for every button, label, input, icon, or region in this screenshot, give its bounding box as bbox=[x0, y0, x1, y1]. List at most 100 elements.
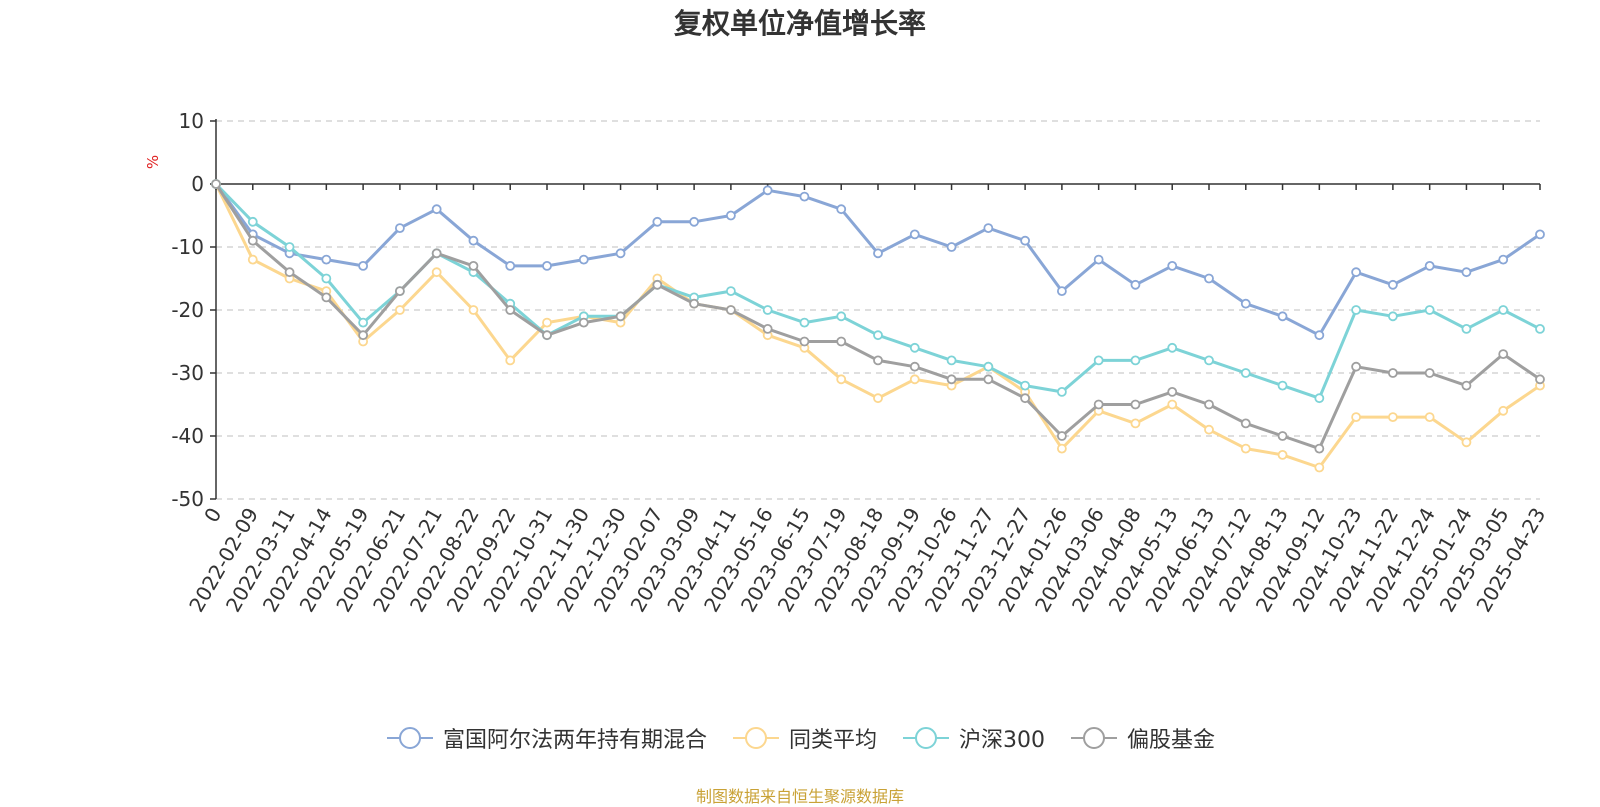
series-point-0 bbox=[1277, 311, 1288, 322]
series-point-3 bbox=[394, 286, 405, 297]
y-tick-label: -10 bbox=[171, 235, 204, 259]
series-point-3 bbox=[652, 279, 663, 290]
series-point-0 bbox=[468, 235, 479, 246]
series-point-0 bbox=[542, 260, 552, 271]
series-point-3 bbox=[615, 311, 626, 322]
series-point-1 bbox=[1277, 449, 1288, 460]
series-point-1 bbox=[1130, 418, 1141, 429]
series-point-1 bbox=[1498, 405, 1509, 416]
series-point-0 bbox=[358, 260, 369, 271]
series-point-0 bbox=[1314, 330, 1325, 341]
legend-item-fund[interactable]: 富国阿尔法两年持有期混合 bbox=[385, 722, 707, 754]
series-point-3 bbox=[1351, 361, 1362, 372]
series-point-3 bbox=[468, 260, 479, 271]
y-tick-label: -40 bbox=[171, 424, 204, 448]
series-point-3 bbox=[725, 305, 736, 315]
series-point-2 bbox=[1314, 393, 1325, 404]
series-point-0 bbox=[873, 248, 883, 259]
series-point-2 bbox=[1167, 342, 1178, 353]
series-point-3 bbox=[321, 292, 332, 303]
series-point-0 bbox=[394, 223, 405, 234]
series-point-2 bbox=[946, 355, 957, 366]
series-point-0 bbox=[1351, 267, 1362, 278]
series-point-3 bbox=[1130, 399, 1141, 410]
series-point-3 bbox=[1093, 399, 1104, 410]
chart-title: 复权单位净值增长率 bbox=[673, 7, 926, 40]
series-point-0 bbox=[1056, 286, 1067, 297]
legend-item-csi300[interactable]: 沪深300 bbox=[901, 722, 1045, 754]
series-point-3 bbox=[1056, 431, 1067, 441]
series-point-3 bbox=[762, 323, 773, 334]
series-point-1 bbox=[1204, 424, 1214, 435]
legend-item-equity-fund[interactable]: 偏股基金 bbox=[1069, 722, 1215, 754]
y-tick-label: 0 bbox=[191, 172, 204, 196]
series-point-1 bbox=[1424, 412, 1435, 423]
series-point-1 bbox=[431, 267, 442, 278]
series-point-1 bbox=[1461, 437, 1472, 448]
series-point-3 bbox=[799, 336, 810, 347]
series-point-2 bbox=[799, 317, 810, 328]
series-point-3 bbox=[1461, 380, 1472, 391]
legend-fund-label: 富国阿尔法两年持有期混合 bbox=[442, 728, 707, 753]
series-point-0 bbox=[1167, 260, 1178, 271]
series-point-2 bbox=[1277, 380, 1288, 391]
series-point-3 bbox=[1424, 368, 1435, 378]
series-point-0 bbox=[1240, 298, 1251, 309]
series-point-0 bbox=[909, 229, 920, 240]
legend-peer-average-icon bbox=[732, 727, 779, 749]
series-point-3 bbox=[578, 317, 589, 328]
series-point-3 bbox=[946, 374, 957, 385]
x-tick-label: 0 bbox=[199, 504, 226, 527]
series-point-3 bbox=[1314, 443, 1325, 454]
series-point-3 bbox=[1167, 386, 1178, 397]
series-point-0 bbox=[615, 248, 626, 259]
series-point-0 bbox=[762, 185, 773, 196]
series-point-1 bbox=[1056, 443, 1067, 454]
y-axis-unit-label: % bbox=[144, 155, 162, 169]
axes bbox=[210, 119, 1541, 500]
series-point-0 bbox=[431, 204, 442, 215]
series-point-3 bbox=[542, 330, 552, 341]
series-point-1 bbox=[1314, 462, 1325, 473]
legend-fund-icon bbox=[386, 727, 433, 749]
series-point-1 bbox=[873, 393, 883, 404]
series-point-3 bbox=[689, 298, 700, 309]
series-point-1 bbox=[1351, 412, 1362, 423]
series-point-2 bbox=[1424, 305, 1435, 315]
grid-lines bbox=[216, 120, 1540, 500]
series-point-2 bbox=[1204, 355, 1214, 366]
series-point-2 bbox=[321, 273, 332, 284]
series-point-2 bbox=[873, 330, 883, 341]
y-tick-label: -30 bbox=[171, 361, 204, 385]
series-point-2 bbox=[1056, 386, 1067, 397]
series-point-1 bbox=[468, 305, 479, 315]
series-point-2 bbox=[1093, 355, 1104, 366]
series-point-3 bbox=[836, 336, 847, 347]
series-point-2 bbox=[358, 317, 369, 328]
series-point-0 bbox=[652, 216, 663, 227]
series-point-3 bbox=[247, 235, 258, 246]
series-point-2 bbox=[284, 242, 295, 252]
series-point-1 bbox=[1387, 412, 1398, 423]
series-point-1 bbox=[836, 374, 847, 385]
series-point-1 bbox=[1240, 443, 1251, 454]
series-point-2 bbox=[836, 311, 847, 322]
series-point-3 bbox=[505, 305, 516, 315]
series-point-2 bbox=[1535, 323, 1545, 334]
series-point-2 bbox=[1498, 305, 1509, 315]
series-point-0 bbox=[1020, 235, 1031, 246]
series-point-3 bbox=[983, 374, 994, 385]
legend-equity-fund-label: 偏股基金 bbox=[1127, 728, 1216, 753]
series-point-0 bbox=[799, 191, 810, 202]
series-point-2 bbox=[1461, 323, 1472, 334]
series-line-3 bbox=[214, 182, 1542, 451]
series-point-0 bbox=[1498, 254, 1509, 265]
legend-item-peer-average[interactable]: 同类平均 bbox=[731, 722, 877, 754]
series-point-1 bbox=[247, 254, 258, 265]
series-point-3 bbox=[211, 179, 221, 189]
series-point-0 bbox=[1535, 229, 1545, 240]
series-point-2 bbox=[1387, 311, 1398, 322]
series-lines bbox=[211, 179, 1545, 473]
legend-peer-average-label: 同类平均 bbox=[788, 728, 877, 753]
